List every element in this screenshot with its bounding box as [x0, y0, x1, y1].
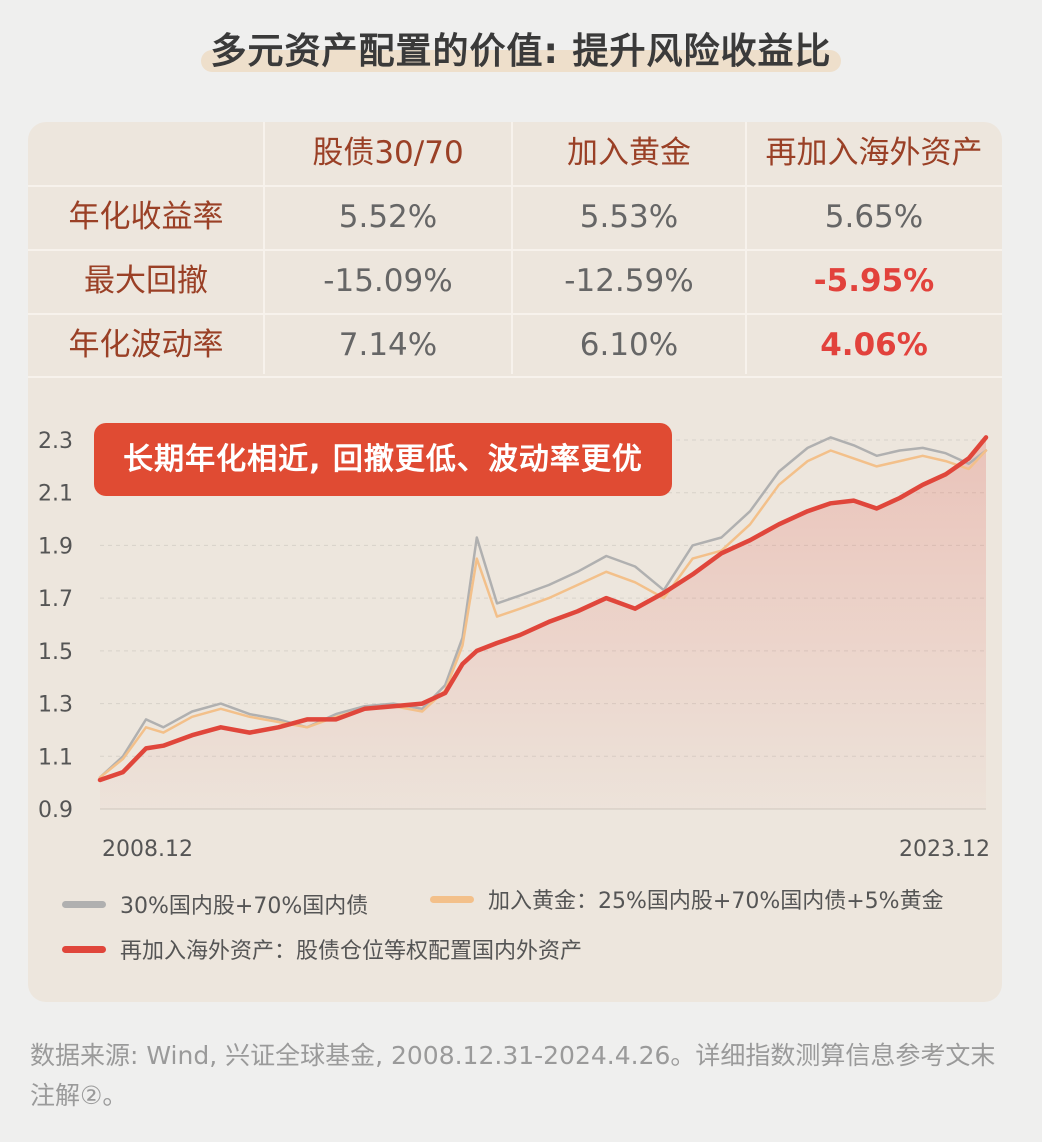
- row-header: 年化波动率: [68, 327, 224, 363]
- y-tick-label: 1.7: [38, 587, 73, 612]
- y-tick-label: 1.5: [38, 640, 73, 665]
- content-card: 股债30/70 加入黄金 再加入海外资产 年化收益率 5.52% 5.53% 5…: [28, 122, 1002, 1002]
- table-divider: [745, 122, 747, 374]
- table-divider: [28, 313, 1002, 315]
- title-text: 多元资产配置的价值: 提升风险收益比: [210, 31, 832, 72]
- table-divider: [28, 249, 1002, 251]
- table-row: 年化收益率 5.52% 5.53% 5.65%: [28, 186, 1002, 248]
- column-header: 再加入海外资产: [765, 135, 983, 171]
- source-note: 数据来源: Wind, 兴证全球基金, 2008.12.31-2024.4.26…: [30, 1041, 996, 1110]
- y-tick-label: 1.9: [38, 534, 73, 559]
- red-series-area: [100, 437, 986, 809]
- x-tick-label: 2023.12: [899, 837, 990, 862]
- legend-swatch-gray: [62, 900, 106, 908]
- table-divider: [28, 185, 1002, 187]
- y-tick-label: 2.1: [38, 482, 73, 507]
- page-title: 多元资产配置的价值: 提升风险收益比: [200, 22, 842, 74]
- legend-label: 30%国内股+70%国内债: [120, 894, 369, 919]
- legend-item: 30%国内股+70%国内债: [62, 888, 368, 920]
- column-header: 股债30/70: [312, 135, 464, 171]
- legend-label: 再加入海外资产：股债仓位等权配置国内外资产: [120, 939, 583, 964]
- table-cell: 7.14%: [338, 327, 438, 363]
- legend-swatch-red: [62, 945, 106, 953]
- orange-series-line: [98, 449, 988, 779]
- table-row: 最大回撤 -15.09% -12.59% -5.95%: [28, 250, 1002, 312]
- legend-swatch-orange: [430, 895, 474, 903]
- table-cell: -15.09%: [323, 263, 453, 299]
- column-header: 加入黄金: [567, 135, 691, 171]
- gray-series-line: [98, 436, 988, 779]
- row-header: 最大回撤: [84, 263, 208, 299]
- table-row: 年化波动率 7.14% 6.10% 4.06%: [28, 314, 1002, 376]
- y-tick-label: 1.3: [38, 693, 73, 718]
- row-header: 年化收益率: [68, 199, 224, 235]
- legend-item: 加入黄金：25%国内股+70%国内债+5%黄金: [430, 883, 944, 915]
- y-tick-label: 2.3: [38, 429, 73, 454]
- y-tick-label: 0.9: [38, 798, 73, 823]
- table-cell: 5.52%: [338, 199, 438, 235]
- table-header-row: 股债30/70 加入黄金 再加入海外资产: [28, 122, 1002, 184]
- table-cell: 5.65%: [824, 199, 924, 235]
- table-cell-highlight: 4.06%: [820, 327, 928, 363]
- legend-item: 再加入海外资产：股债仓位等权配置国内外资产: [62, 933, 582, 965]
- x-tick-label: 2008.12: [102, 837, 193, 862]
- red-series-line: [97, 435, 989, 783]
- callout-banner: 长期年化相近, 回撤更低、波动率更优: [94, 423, 672, 496]
- table-cell: -12.59%: [564, 263, 694, 299]
- table-cell-highlight: -5.95%: [813, 263, 935, 299]
- table-divider: [511, 122, 513, 374]
- table-divider: [263, 122, 265, 374]
- y-tick-label: 1.1: [38, 745, 73, 770]
- table-divider: [28, 376, 1002, 378]
- legend-label: 加入黄金：25%国内股+70%国内债+5%黄金: [488, 889, 944, 914]
- table-cell: 5.53%: [579, 199, 679, 235]
- table-cell: 6.10%: [579, 327, 679, 363]
